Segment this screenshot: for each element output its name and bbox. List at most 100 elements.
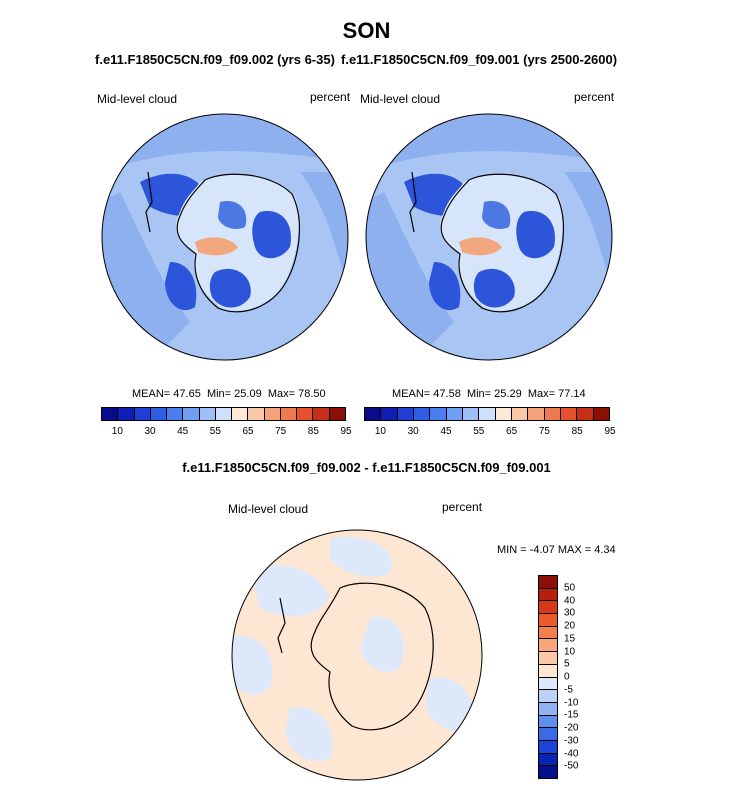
colorbar-tick-label: -50 bbox=[564, 760, 579, 772]
colorbar-swatch bbox=[539, 626, 557, 640]
difference-minmax: MIN = -4.07 MAX = 4.34 bbox=[497, 544, 616, 556]
colorbar-swatch bbox=[232, 408, 249, 420]
colorbar-tick-label: -30 bbox=[564, 735, 579, 747]
colorbar-tick-label: 20 bbox=[564, 620, 576, 632]
dark-blue-east bbox=[516, 211, 555, 259]
colorbar-tick-label: -20 bbox=[564, 722, 579, 734]
colorbar-tick-label: 5 bbox=[564, 658, 570, 670]
colorbar-tick-label: 85 bbox=[307, 426, 319, 437]
mean-value: 47.58 bbox=[433, 388, 461, 400]
left-variable-label: Mid-level cloud bbox=[97, 92, 178, 106]
difference-units-label: percent bbox=[442, 500, 483, 514]
colorbar-swatch bbox=[446, 408, 463, 420]
colorbar-tick-label: 30 bbox=[144, 426, 156, 437]
negative-patch-north bbox=[330, 537, 392, 578]
min-value: 25.29 bbox=[494, 388, 522, 400]
difference-colorbar bbox=[538, 575, 558, 779]
difference-title: f.e11.F1850C5CN.f09_f09.002 - f.e11.F185… bbox=[182, 460, 551, 475]
colorbar-swatch bbox=[544, 408, 561, 420]
colorbar-tick-label: 10 bbox=[111, 426, 123, 437]
dark-blue-sw bbox=[429, 262, 461, 311]
left-polar-map bbox=[101, 113, 349, 361]
colorbar-tick-label: 65 bbox=[242, 426, 254, 437]
colorbar-tick-label: 10 bbox=[374, 426, 386, 437]
negative-patch-south bbox=[285, 707, 333, 762]
warm-anomaly bbox=[195, 237, 238, 256]
colorbar-swatch bbox=[539, 740, 557, 754]
colorbar-tick-label: 40 bbox=[564, 595, 576, 606]
negative-patch-west bbox=[232, 636, 273, 695]
colorbar-swatch bbox=[297, 408, 314, 420]
difference-polar-map bbox=[231, 529, 483, 781]
colorbar-swatch bbox=[167, 408, 184, 420]
diff-max-value: 4.34 bbox=[594, 544, 616, 556]
colorbar-tick-label: 75 bbox=[275, 426, 287, 437]
colorbar-swatch bbox=[539, 588, 557, 602]
max-value: 78.50 bbox=[298, 388, 326, 400]
antarctic-coastline bbox=[145, 171, 300, 313]
difference-variable-label: Mid-level cloud bbox=[228, 502, 309, 516]
colorbar-swatch bbox=[539, 728, 557, 741]
right-units-label: percent bbox=[574, 90, 615, 104]
colorbar-swatch bbox=[150, 408, 168, 420]
right-colorbar bbox=[364, 407, 610, 421]
left-stats-line: MEAN= 47.65 Min= 25.09 Max= 78.50 bbox=[132, 388, 326, 400]
dark-blue-sw bbox=[165, 262, 197, 311]
left-units-label: percent bbox=[310, 90, 351, 104]
mean-label: MEAN= bbox=[132, 388, 171, 400]
min-label: Min= bbox=[466, 388, 492, 400]
right-polar-map bbox=[365, 113, 613, 361]
colorbar-tick-label: 0 bbox=[564, 671, 570, 683]
colorbar-swatch bbox=[539, 715, 557, 729]
dark-blue-south bbox=[473, 268, 515, 308]
colorbar-swatch bbox=[495, 408, 512, 420]
colorbar-tick-label: 50 bbox=[564, 582, 576, 594]
diff-min-label: MIN = bbox=[497, 544, 527, 556]
colorbar-swatch bbox=[539, 766, 557, 778]
medium-blue-center bbox=[482, 201, 511, 229]
colorbar-swatch bbox=[479, 408, 496, 420]
colorbar-tick-label: 45 bbox=[177, 426, 189, 437]
colorbar-swatch bbox=[528, 408, 545, 420]
diff-max-label: MAX = bbox=[557, 544, 592, 556]
negative-patch-east bbox=[425, 677, 473, 732]
colorbar-swatch bbox=[539, 614, 557, 627]
colorbar-tick-label: 75 bbox=[538, 426, 550, 437]
min-label: Min= bbox=[206, 388, 232, 400]
colorbar-swatch bbox=[511, 408, 529, 420]
left-colorbar bbox=[101, 407, 346, 421]
season-title: SON bbox=[342, 18, 391, 43]
colorbar-swatch bbox=[430, 408, 447, 420]
colorbar-tick-label: 95 bbox=[340, 426, 352, 437]
max-value: 77.14 bbox=[558, 388, 586, 400]
medium-blue-center bbox=[218, 201, 247, 229]
colorbar-swatch bbox=[539, 753, 557, 767]
colorbar-tick-label: 95 bbox=[604, 426, 616, 437]
colorbar-swatch bbox=[134, 408, 151, 420]
colorbar-swatch bbox=[248, 408, 265, 420]
colorbar-swatch bbox=[539, 690, 557, 703]
left-run-title: f.e11.F1850C5CN.f09_f09.002 (yrs 6-35) bbox=[95, 52, 335, 67]
colorbar-swatch bbox=[539, 576, 557, 589]
colorbar-swatch bbox=[397, 408, 414, 420]
colorbar-swatch bbox=[199, 408, 216, 420]
colorbar-tick-label: -15 bbox=[564, 709, 579, 721]
colorbar-swatch bbox=[539, 652, 557, 665]
colorbar-swatch bbox=[280, 408, 298, 420]
colorbar-swatch bbox=[577, 408, 594, 420]
colorbar-swatch bbox=[539, 639, 557, 653]
colorbar-tick-label: -10 bbox=[564, 697, 579, 708]
colorbar-tick-label: 30 bbox=[407, 426, 419, 437]
colorbar-tick-label: 55 bbox=[473, 426, 485, 437]
colorbar-tick-label: -40 bbox=[564, 748, 579, 759]
colorbar-swatch bbox=[313, 408, 330, 420]
colorbar-swatch bbox=[183, 408, 200, 420]
negative-patch-continent bbox=[360, 617, 404, 672]
colorbar-swatch bbox=[539, 702, 557, 716]
continent-fill bbox=[439, 174, 564, 311]
colorbar-swatch bbox=[102, 408, 119, 420]
max-label: Max= bbox=[267, 388, 296, 400]
right-stats-line: MEAN= 47.58 Min= 25.29 Max= 77.14 bbox=[392, 388, 586, 400]
right-run-title: f.e11.F1850C5CN.f09_f09.001 (yrs 2500-26… bbox=[341, 52, 618, 67]
antarctic-coastline bbox=[277, 582, 434, 731]
